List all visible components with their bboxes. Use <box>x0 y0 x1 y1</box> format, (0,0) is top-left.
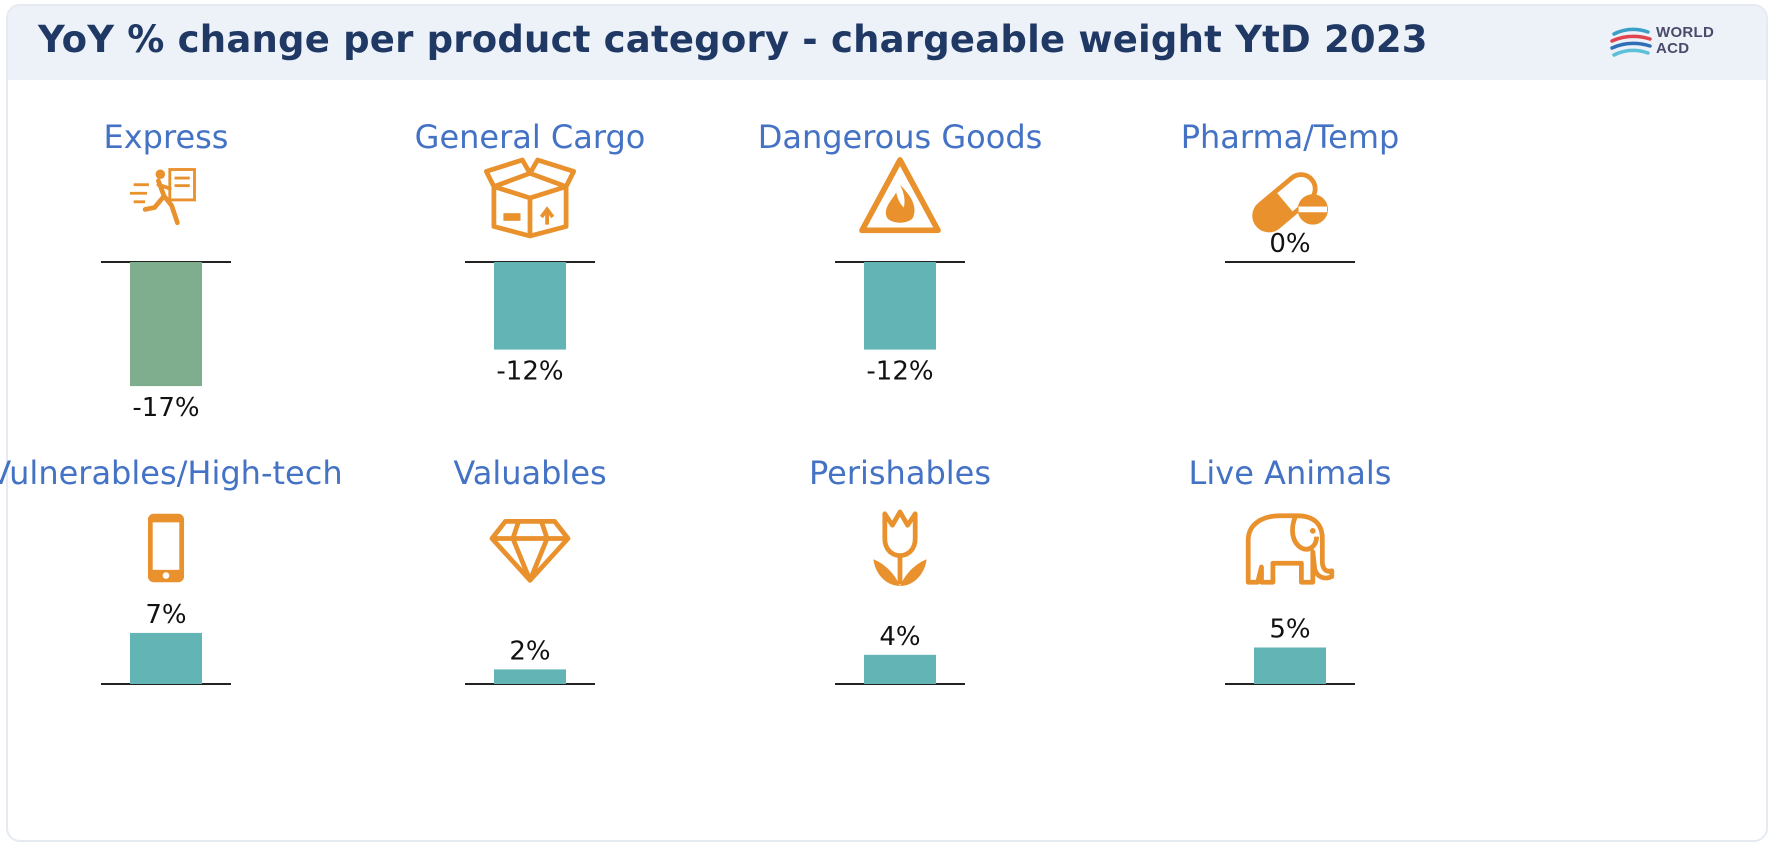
value-label: 7% <box>145 600 186 630</box>
category-label: Express <box>104 118 229 156</box>
value-bar <box>494 669 566 684</box>
value-label: 4% <box>879 622 920 652</box>
category-label: Perishables <box>809 454 991 492</box>
category-label: Pharma/Temp <box>1181 118 1400 156</box>
value-label: 0% <box>1269 229 1310 259</box>
value-label: -12% <box>496 357 563 387</box>
value-bar <box>130 262 202 387</box>
value-bar <box>864 262 936 350</box>
category-label: Vulnerables/High-tech <box>0 454 343 492</box>
chart-frame: YoY % change per product category - char… <box>6 4 1768 842</box>
category-panel: Dangerous Goods -12% <box>758 118 1043 387</box>
category-panel: Valuables 2% <box>453 454 607 685</box>
category-label: General Cargo <box>415 118 646 156</box>
running-courier-icon <box>129 168 196 226</box>
category-panel: Perishables 4% <box>809 454 991 685</box>
value-bar <box>1254 647 1326 684</box>
diamond-icon <box>489 519 571 583</box>
value-label: 2% <box>509 636 550 666</box>
value-label: -17% <box>132 393 199 423</box>
world-acd-logo: WORLD ACD <box>1608 20 1738 66</box>
elephant-icon <box>1245 513 1335 585</box>
category-panel: General Cargo -12% <box>415 118 646 387</box>
smartphone-icon <box>147 513 185 583</box>
value-bar <box>130 632 202 684</box>
tulip-icon <box>873 509 927 586</box>
value-label: 5% <box>1269 615 1310 645</box>
category-label: Dangerous Goods <box>758 118 1043 156</box>
logo-line-1: WORLD <box>1656 24 1715 41</box>
value-bar <box>864 654 936 684</box>
value-label: -12% <box>866 357 933 387</box>
pill-capsule-icon <box>1252 172 1328 233</box>
fire-warning-icon <box>859 157 941 234</box>
category-label: Live Animals <box>1189 454 1392 492</box>
category-panel: Live Animals 5% <box>1189 454 1392 685</box>
category-label: Valuables <box>453 454 606 492</box>
category-panel: Express -17% <box>101 118 231 423</box>
value-bar <box>494 262 566 350</box>
chart-title: YoY % change per product category - char… <box>38 18 1428 61</box>
globe-swoosh-icon <box>1610 27 1652 57</box>
logo-text: WORLD ACD <box>1656 25 1714 57</box>
cardboard-box-icon <box>483 157 577 239</box>
category-panel: Pharma/Temp 0% <box>1181 118 1400 263</box>
category-panel: Vulnerables/High-tech 7% <box>0 454 343 685</box>
header-bar: YoY % change per product category - char… <box>8 6 1766 80</box>
logo-line-2: ACD <box>1656 40 1690 57</box>
